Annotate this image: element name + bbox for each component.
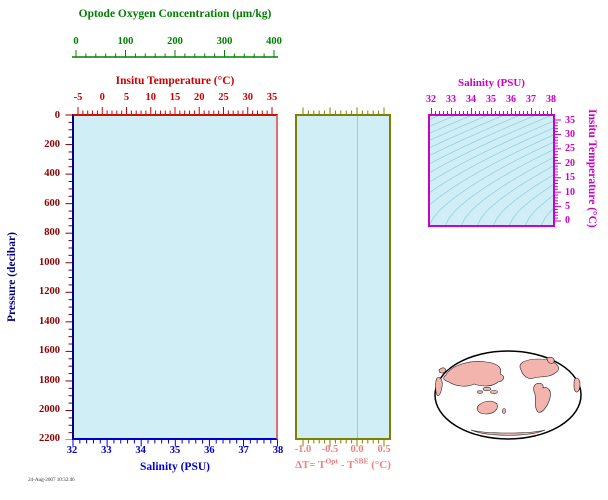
temperature-tick-labels: -5 0 5 10 15 20 25 30 35 [73, 92, 278, 103]
delta-t-title-post: (°C) [368, 459, 391, 471]
ts-salinity-axis-ticks [431, 108, 552, 114]
delta-t-title-sup-sbe: SBE [354, 456, 369, 466]
salinity-axis-ticks [72, 440, 278, 447]
delta-t-top-ticks [302, 107, 385, 114]
ts-temperature-axis-ticks [555, 119, 561, 222]
oxygen-tick-labels: 0 100 200 300 400 [73, 36, 282, 47]
ts-temperature-axis-title: Insitu Temperature (°C) [586, 108, 598, 228]
delta-t-bottom-ticks [302, 440, 385, 447]
delta-t-axis-title: ΔT= TOpt - TSBE (°C) [280, 456, 406, 472]
oxygen-axis-title: Optode Oxygen Concentration (μm/kg) [78, 8, 272, 20]
temperature-axis-title: Insitu Temperature (°C) [115, 75, 235, 87]
ts-plot-area [428, 114, 555, 227]
profile-plot-area [72, 114, 278, 440]
map-outline [434, 350, 582, 440]
density-contour-lines [430, 116, 553, 225]
oxygen-axis-ticks [72, 50, 278, 58]
plot-timestamp: 24-Aug-2007 10:32:46 [28, 477, 75, 483]
pressure-tick-labels: 0 200 400 600 800 1000 1200 1400 1600 18… [39, 109, 60, 445]
delta-t-title-pre: ΔT= T [295, 459, 326, 471]
zero-reference-line [357, 116, 358, 438]
salinity-tick-labels: 32 33 34 35 36 37 38 [66, 445, 284, 456]
pressure-axis-title: Pressure (decibar) [6, 232, 18, 322]
temperature-axis-ticks [77, 107, 273, 114]
delta-t-title-mid: - T [337, 459, 355, 471]
map-landmasses [435, 356, 581, 436]
pressure-axis-ticks [65, 114, 72, 440]
delta-t-plot-area [295, 114, 391, 440]
ts-salinity-axis-title: Salinity (PSU) [458, 77, 525, 89]
delta-t-tick-labels: -1.0 -0.5 0.0 0.5 [294, 444, 391, 455]
salinity-axis-title: Salinity (PSU) [140, 461, 210, 473]
world-map-inset [434, 350, 582, 440]
ts-salinity-tick-labels: 32 33 34 35 36 37 38 [426, 94, 556, 105]
delta-t-title-sup-opt: Opt [325, 456, 338, 466]
ts-temperature-tick-labels: 35 30 25 20 15 10 5 0 [565, 114, 575, 227]
